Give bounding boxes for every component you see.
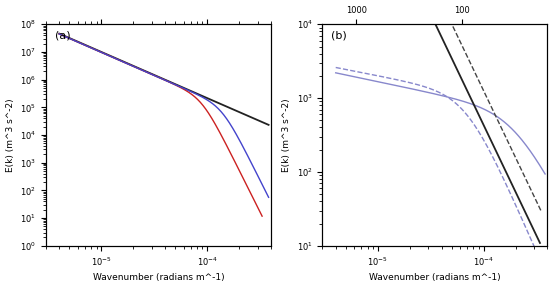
- Text: (a): (a): [55, 31, 71, 41]
- Y-axis label: E(k) (m^3 s^-2): E(k) (m^3 s^-2): [282, 98, 291, 172]
- X-axis label: Wavenumber (radians m^-1): Wavenumber (radians m^-1): [369, 273, 501, 283]
- Text: (b): (b): [331, 31, 347, 41]
- X-axis label: Wavenumber (radians m^-1): Wavenumber (radians m^-1): [93, 273, 225, 283]
- Y-axis label: E(k) (m^3 s^-2): E(k) (m^3 s^-2): [6, 98, 14, 172]
